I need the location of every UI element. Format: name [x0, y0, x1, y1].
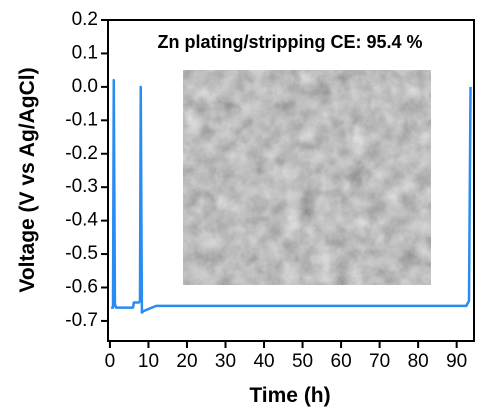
- x-axis-title: Time (h): [249, 384, 330, 407]
- x-tick-label: 10: [138, 351, 159, 372]
- x-tick-label: 70: [369, 351, 390, 372]
- inset-image: [183, 70, 431, 285]
- y-tick-label: -0.6: [65, 277, 98, 298]
- y-axis-title: Voltage (V vs Ag/AgCl): [16, 67, 39, 292]
- plot-frame: [107, 19, 475, 342]
- y-tick-label: -0.5: [65, 243, 98, 264]
- x-tick-label: 30: [215, 351, 236, 372]
- y-tick-label: 0.2: [72, 9, 98, 30]
- x-tick-label: 0: [105, 351, 116, 372]
- x-tick-label: 40: [253, 351, 274, 372]
- y-tick-label: 0.1: [72, 42, 98, 63]
- y-tick-label: -0.3: [65, 176, 98, 197]
- inset-texture: [183, 70, 431, 285]
- x-tick-label: 90: [446, 351, 467, 372]
- x-tick-label: 20: [176, 351, 197, 372]
- x-tick-label: 50: [292, 351, 313, 372]
- y-tick-label: -0.2: [65, 143, 98, 164]
- y-tick-label: -0.4: [65, 210, 98, 231]
- annotation: Zn plating/stripping CE: 95.4 %: [157, 32, 422, 52]
- x-tick-label: 80: [408, 351, 429, 372]
- y-tick-label: -0.7: [65, 310, 98, 331]
- y-tick-label: 0.0: [72, 76, 98, 97]
- data-line: [111, 78, 472, 314]
- y-tick-label: -0.1: [65, 109, 98, 130]
- x-tick-label: 60: [331, 351, 352, 372]
